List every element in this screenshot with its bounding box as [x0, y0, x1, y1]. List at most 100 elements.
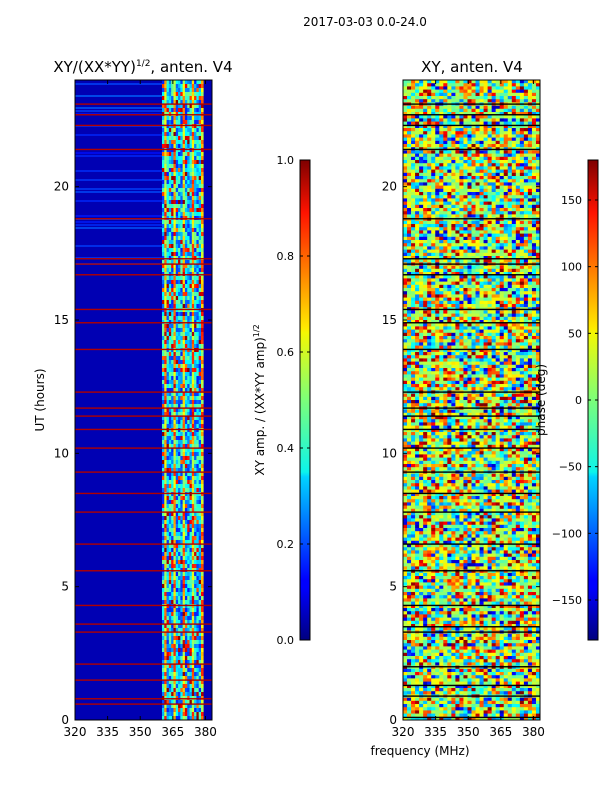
- phase-cell: [483, 121, 488, 126]
- amplitude-cell: [196, 676, 200, 681]
- amplitude-cell: [194, 528, 197, 533]
- amplitude-cell: [182, 152, 186, 157]
- amplitude-cell: [178, 136, 181, 141]
- amplitude-cell: [194, 472, 197, 477]
- amplitude-cell: [180, 224, 183, 229]
- phase-cell: [431, 243, 436, 247]
- amplitude-cell: [178, 212, 181, 217]
- amplitude-cell: [175, 528, 179, 533]
- amplitude-cell: [175, 688, 179, 693]
- amplitude-cell: [178, 480, 181, 485]
- amplitude-cell: [191, 304, 195, 309]
- amplitude-cell: [187, 408, 190, 413]
- phase-cell: [491, 192, 496, 196]
- amplitude-cell: [171, 484, 174, 489]
- amplitude-cell: [196, 708, 200, 713]
- amplitude-cell: [171, 520, 174, 525]
- phase-cell: [503, 233, 509, 238]
- amplitude-cell: [175, 580, 179, 585]
- amplitude-cell: [194, 280, 197, 285]
- phase-cell: [423, 246, 428, 250]
- phase-cell: [503, 185, 509, 190]
- phase-cell: [507, 230, 513, 234]
- amplitude-cell: [201, 100, 204, 105]
- phase-cell: [507, 140, 513, 145]
- amplitude-cell: [198, 556, 202, 561]
- amplitude-cell: [182, 584, 186, 589]
- amplitude-cell: [164, 540, 167, 545]
- phase-cell: [403, 236, 408, 241]
- phase-cell: [467, 150, 472, 154]
- amplitude-cell: [173, 544, 177, 549]
- amplitude-cell: [189, 484, 193, 489]
- phase-cell: [487, 198, 492, 202]
- amplitude-cell: [178, 364, 181, 369]
- amplitude-cell: [168, 684, 172, 689]
- phase-cell: [487, 227, 492, 231]
- phase-cell: [419, 137, 424, 142]
- amplitude-cell: [191, 496, 195, 501]
- phase-cell: [447, 246, 452, 250]
- amplitude-cell: [189, 540, 193, 545]
- amplitude-cell: [198, 528, 202, 533]
- amplitude-cell: [180, 336, 183, 341]
- phase-cell: [499, 118, 505, 122]
- amplitude-cell: [171, 528, 174, 533]
- amplitude-cell: [184, 352, 188, 357]
- amplitude-cell: [191, 212, 195, 217]
- phase-cell: [487, 80, 492, 84]
- amplitude-cell: [198, 84, 202, 89]
- amplitude-cell: [189, 476, 193, 481]
- amplitude-cell: [201, 88, 204, 93]
- amplitude-cell: [180, 544, 183, 549]
- phase-cell: [411, 256, 416, 260]
- amplitude-cell: [171, 180, 174, 185]
- phase-cell: [407, 240, 412, 244]
- phase-cell: [451, 179, 456, 183]
- amplitude-cell: [161, 204, 165, 209]
- amplitude-cell: [173, 680, 177, 685]
- phase-cell: [515, 265, 521, 270]
- amplitude-cell: [189, 424, 193, 429]
- amplitude-cell: [198, 132, 202, 137]
- phase-cell: [519, 179, 525, 183]
- phase-cell: [403, 227, 408, 231]
- phase-cell: [507, 252, 513, 257]
- phase-cell: [515, 166, 521, 170]
- amplitude-cell: [182, 664, 186, 669]
- phase-cell: [531, 128, 537, 132]
- amplitude-cell: [201, 212, 204, 217]
- phase-cell: [427, 140, 432, 145]
- amplitude-cell: [173, 100, 177, 105]
- phase-cell: [459, 211, 464, 215]
- amplitude-cell: [173, 540, 177, 545]
- amplitude-cell: [175, 284, 179, 289]
- amplitude-cell: [175, 428, 179, 433]
- phase-cell: [451, 176, 456, 180]
- phase-cell: [495, 243, 501, 247]
- amplitude-cell: [182, 292, 186, 297]
- amplitude-cell: [201, 228, 204, 233]
- amplitude-cell: [168, 336, 172, 341]
- amplitude-cell: [166, 512, 170, 517]
- amplitude-cell: [187, 168, 190, 173]
- amplitude-cell: [187, 548, 190, 553]
- amplitude-cell: [201, 512, 204, 517]
- phase-cell: [447, 92, 452, 97]
- phase-cell: [411, 176, 416, 180]
- amplitude-cell: [182, 628, 186, 633]
- amplitude-cell: [180, 204, 183, 209]
- amplitude-cell: [184, 444, 188, 449]
- amplitude-cell: [187, 228, 190, 233]
- amplitude-cell: [161, 596, 165, 601]
- amplitude-cell: [164, 168, 167, 173]
- amplitude-cell: [198, 160, 202, 165]
- phase-cell: [479, 89, 484, 94]
- phase-cell: [527, 160, 533, 164]
- phase-cell: [415, 134, 420, 138]
- amplitude-cell: [194, 204, 197, 209]
- amplitude-cell: [194, 600, 197, 605]
- phase-cell: [487, 156, 492, 161]
- amplitude-cell: [184, 600, 188, 605]
